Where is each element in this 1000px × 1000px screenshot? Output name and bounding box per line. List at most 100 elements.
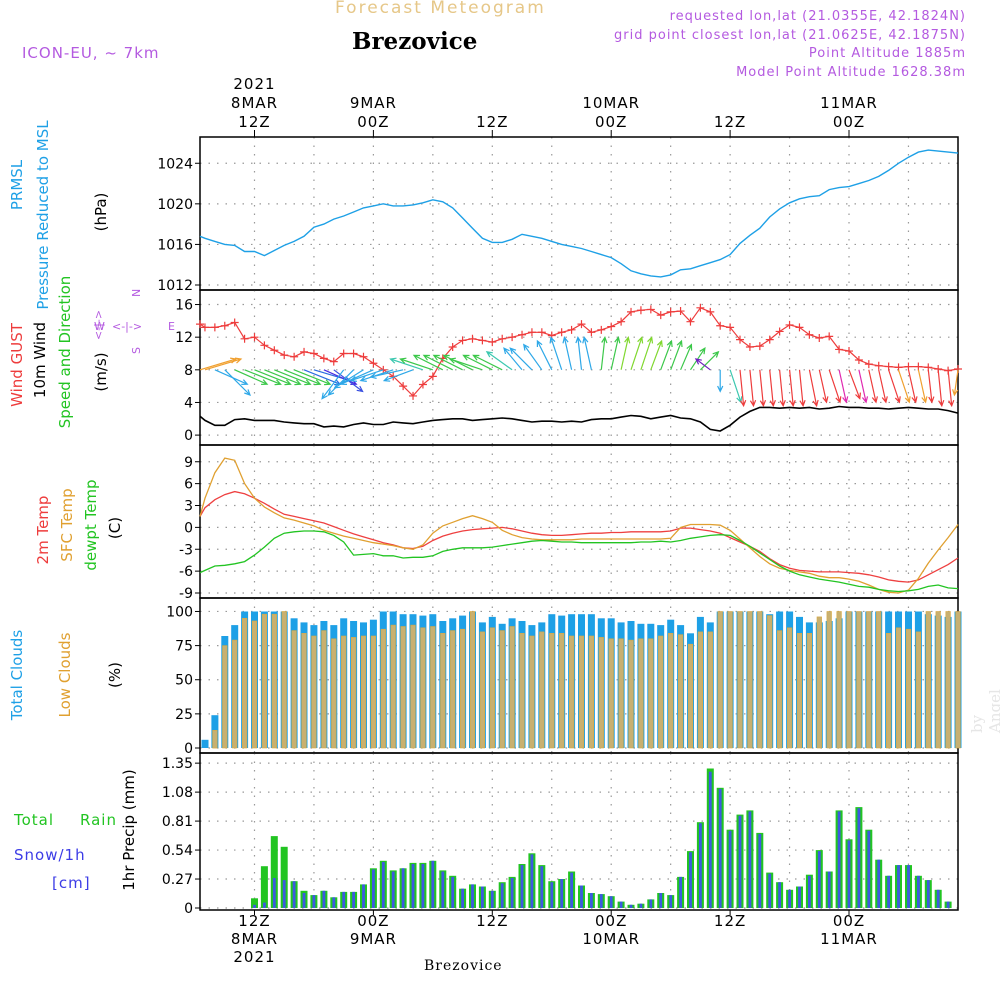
precip-snow-bar [441, 871, 445, 908]
precipitation-panel: 0 0.27 0.54 0.81 1.08 1.35 1hr Precip (mm) [120, 752, 959, 917]
wind-direction-arrow [680, 343, 693, 371]
wind-ytick-label: 0 [184, 428, 193, 444]
wind-gust-point [508, 333, 517, 342]
wind-gust-point [785, 320, 794, 329]
wind-direction-arrow [389, 357, 424, 371]
temperature-ytick-label: -3 [179, 542, 193, 558]
wind-direction-arrow [224, 369, 251, 396]
wind-direction-arrow [848, 369, 861, 400]
wind-ytick-label: 4 [184, 395, 193, 411]
wind-direction-arrow [422, 354, 453, 371]
cloud-low-bar [776, 630, 783, 749]
cloud-low-bar [658, 635, 664, 749]
precip-snow-bar [917, 875, 920, 908]
precip-snow-bar [936, 889, 940, 908]
wind-speed-line [199, 405, 959, 432]
cloud-low-bar [479, 631, 486, 749]
cloud-low-bar [301, 632, 307, 749]
bottom-time-label: 2021 [233, 948, 275, 966]
precip-snow-bar [808, 875, 811, 908]
wind-direction-arrow [442, 354, 473, 371]
wind-direction-arrow [749, 369, 757, 408]
wind-gust-point [726, 323, 735, 332]
wind-direction-arrow [472, 354, 503, 371]
cloud-low-bar [271, 613, 277, 749]
wind-direction-arrow [369, 369, 404, 379]
cloud-low-bar [281, 611, 287, 749]
temperature-ytick-label: 6 [184, 477, 193, 493]
wind-gust-point [706, 307, 715, 316]
wind-gust-point [409, 391, 418, 400]
pressure-ytick-label: 1016 [157, 237, 193, 253]
chart-title: Forecast Meteogram [335, 0, 546, 18]
wind-direction-arrow [818, 369, 829, 404]
precip-snow-bar [629, 904, 633, 908]
temperature-ytick-label: -6 [179, 564, 193, 580]
precip-snow-bar [530, 854, 534, 908]
precip-snow-bar [500, 883, 504, 908]
precip-rain-bar [270, 836, 278, 908]
wind-gust-point [736, 335, 745, 344]
wind-direction-arrow [549, 336, 563, 370]
precipitation-axis-label: 1hr Precip (mm) [120, 769, 138, 890]
cloud-low-bar [885, 632, 892, 749]
precip-snow-bar [699, 823, 702, 908]
cloud-low-bar [450, 630, 456, 749]
wind-direction-arrow [321, 369, 345, 400]
cloud-low-bar [767, 615, 773, 749]
temperature-ytick-label: 0 [184, 520, 193, 536]
temperature-axis-label: dewpt Temp [82, 479, 100, 570]
precip-snow-bar [897, 865, 900, 908]
precip-snow-bar [302, 893, 306, 908]
clouds-ytick-label: 50 [175, 673, 193, 689]
precipitation-ytick-label: 0 [184, 901, 193, 917]
precipitation-ytick-label: 1.35 [162, 756, 193, 772]
precip-snow-bar [372, 869, 375, 908]
compass-n: N [130, 289, 143, 297]
cloud-low-bar [232, 639, 238, 749]
pressure-axis-label: Pressure Reduced to MSL [34, 120, 52, 310]
cloud-low-bar [836, 611, 842, 749]
cloud-low-bar [509, 626, 515, 749]
wind-direction-arrow [327, 369, 355, 396]
wind-direction-arrow [254, 369, 292, 386]
clouds-axis-label: (%) [106, 662, 124, 688]
cloud-low-bar [539, 631, 545, 749]
wind-direction-arrow [917, 369, 928, 404]
precip-snow-bar [679, 876, 682, 908]
temperature-ytick-label: 3 [184, 499, 193, 515]
wind-gust-point [220, 321, 229, 330]
wind-gust-point [854, 356, 863, 365]
cloud-low-bar [796, 632, 803, 749]
clouds-ytick-label: 100 [166, 604, 193, 620]
precip-snow-bar [312, 895, 316, 908]
cloud-low-bar [519, 632, 525, 749]
wind-direction-arrow [694, 358, 711, 371]
cloud-low-bar [251, 620, 258, 749]
precip-snow-bar [362, 884, 365, 908]
wind-direction-arrow [927, 369, 935, 404]
temperature-dewpt-line [199, 530, 959, 593]
wind-gust-point [200, 323, 209, 332]
precip-snow-bar [451, 876, 455, 908]
wind-gust-point [884, 362, 893, 371]
wind-gust-point [755, 342, 764, 351]
wind-direction-arrow [432, 354, 463, 371]
bottom-time-label: 12Z [476, 912, 508, 930]
clouds-ytick-label: 75 [175, 639, 193, 655]
wind-axis-label: Wind GUST [8, 322, 26, 407]
precip-snow-bar [590, 893, 593, 908]
model-label: ICON-EU, ~ 7km [22, 44, 160, 62]
cloud-low-bar [856, 611, 862, 749]
precip-snow-bar [550, 882, 554, 908]
precip-snow-bar [788, 889, 791, 908]
wind-direction-arrow [274, 369, 312, 386]
wind-direction-arrow [244, 369, 282, 386]
wind-gust-point [557, 328, 566, 337]
wind-direction-arrow [779, 369, 786, 408]
wind-direction-arrow [897, 369, 911, 404]
precipitation-ytick-label: 0.81 [162, 814, 193, 830]
precip-snow-bar [352, 891, 355, 908]
wind-direction-arrow [448, 357, 483, 371]
